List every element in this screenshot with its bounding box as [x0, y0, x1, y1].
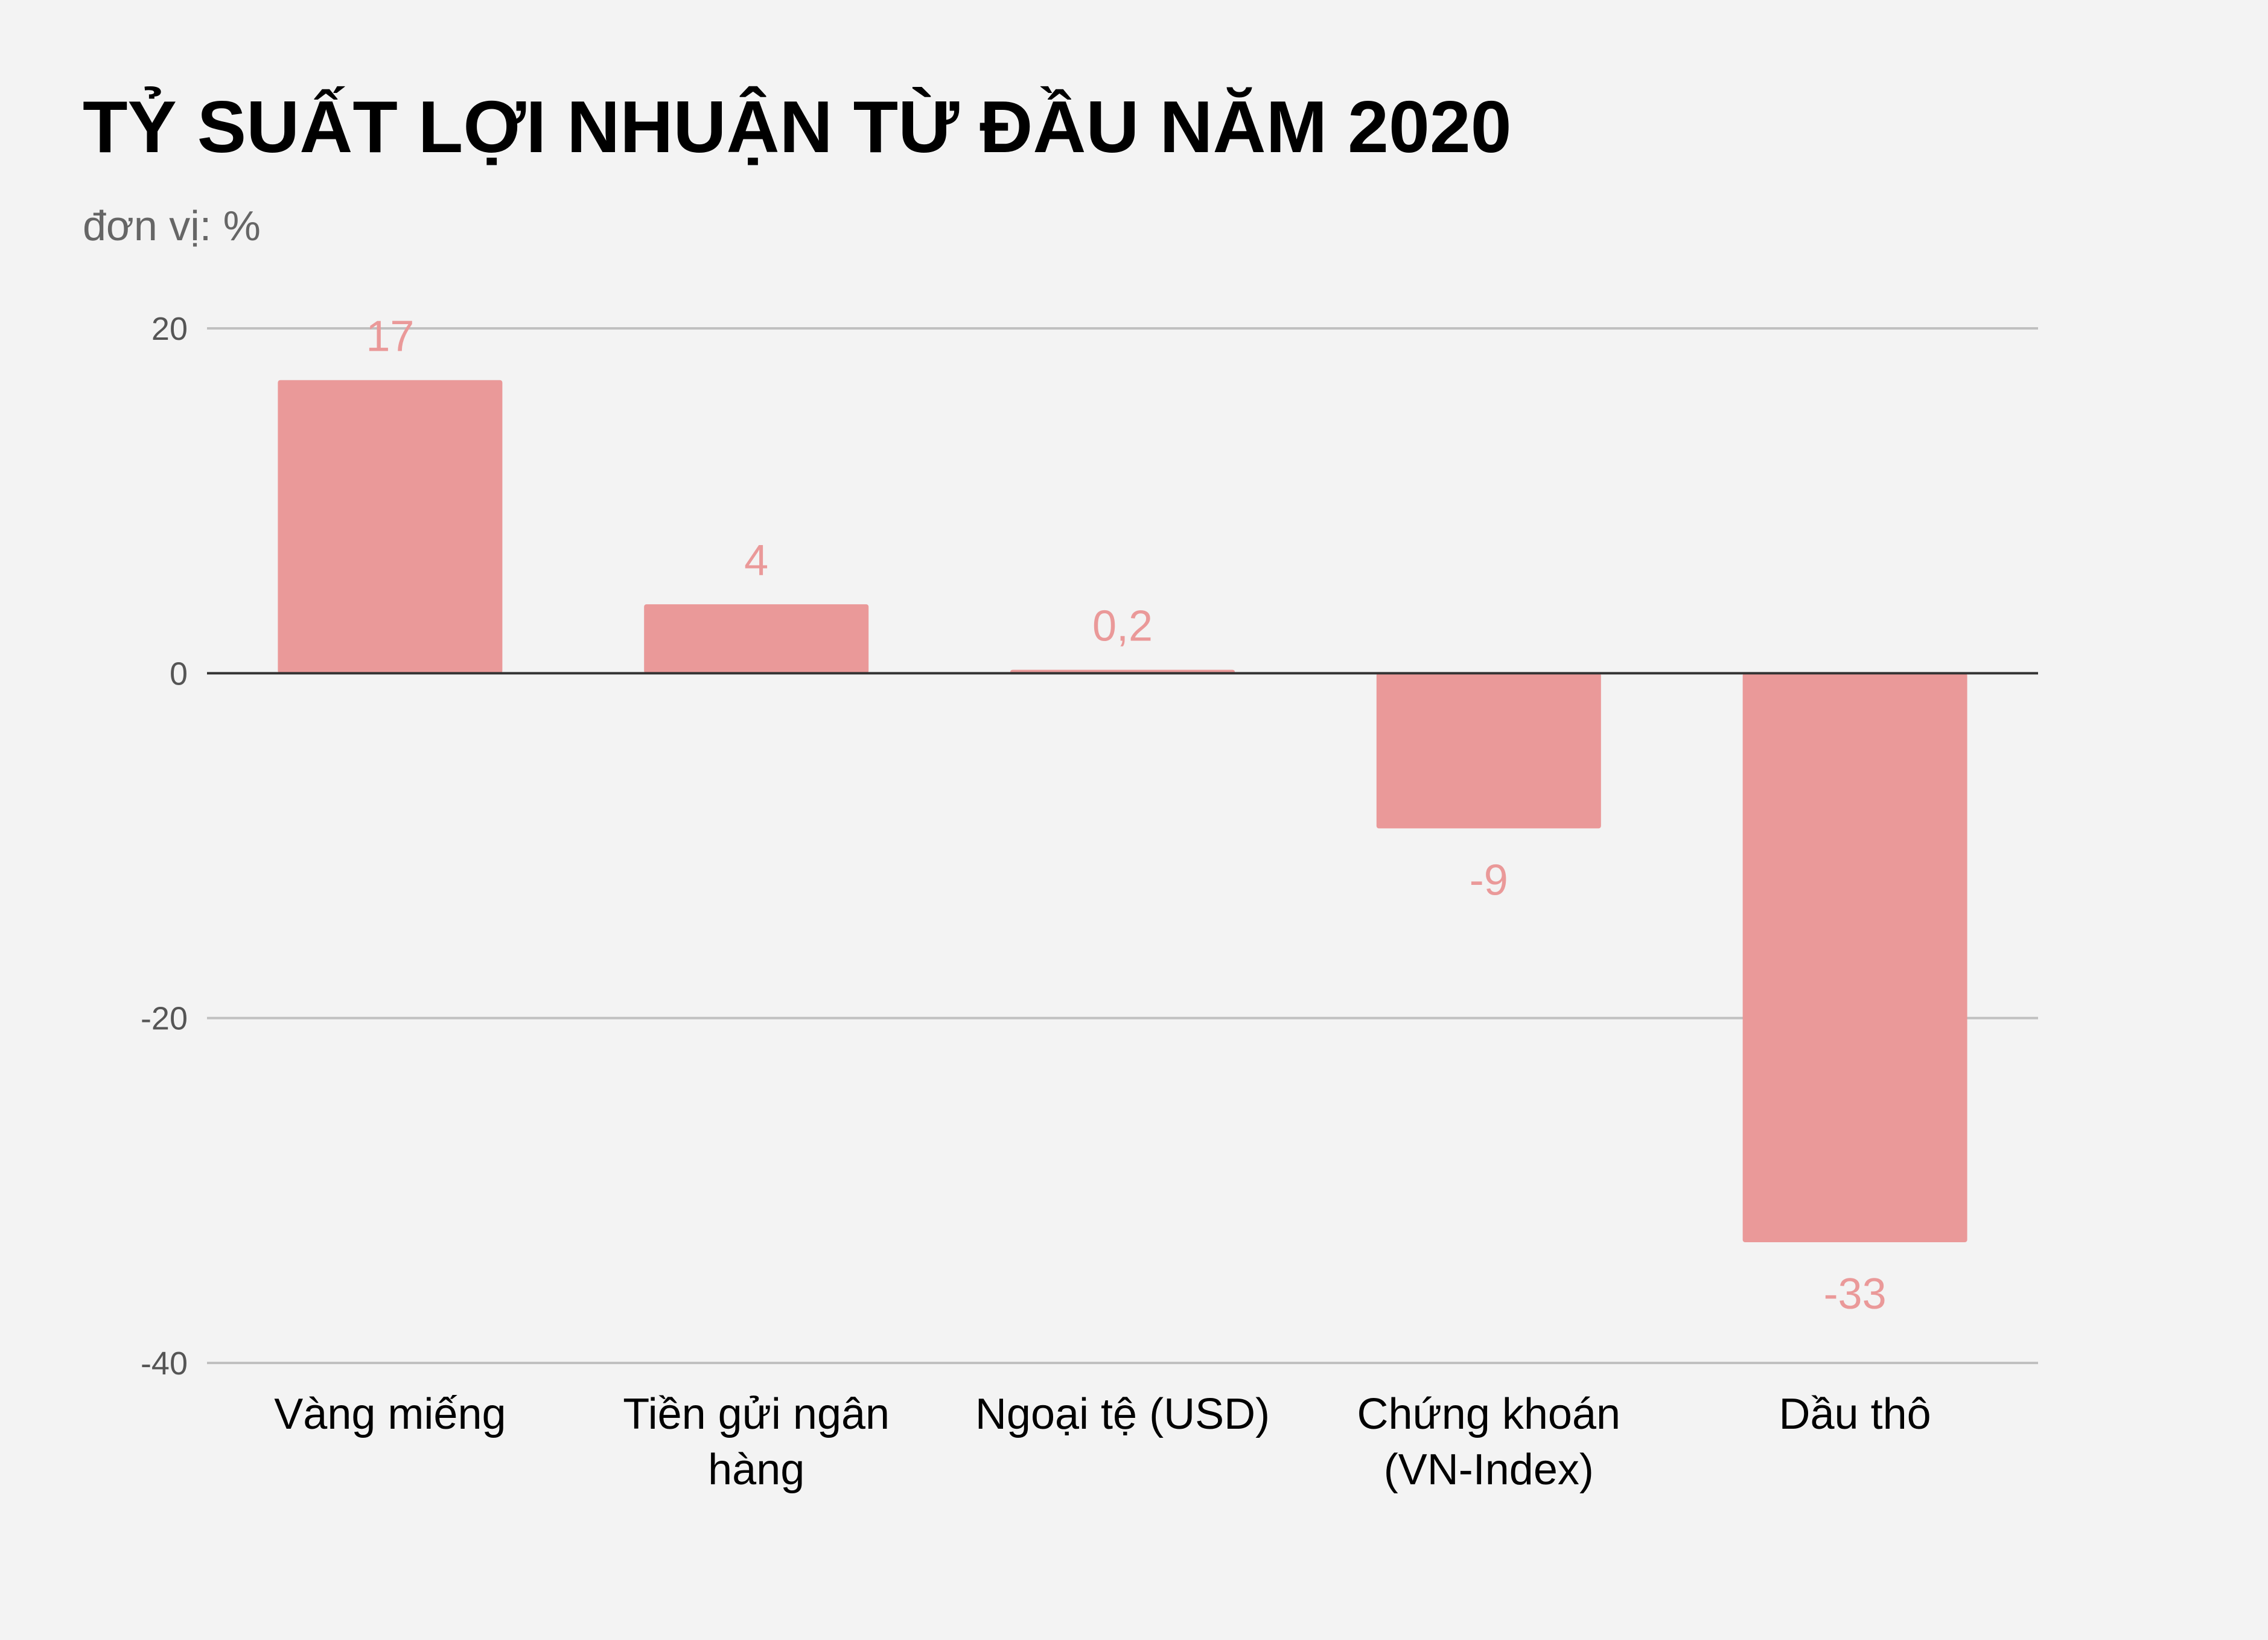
x-category-label: Chứng khoán [1357, 1390, 1621, 1438]
x-category-label: hàng [708, 1446, 804, 1494]
bar [278, 380, 503, 674]
y-tick-label: -20 [141, 1001, 188, 1037]
y-tick-label: 0 [170, 656, 188, 692]
bar [644, 604, 869, 674]
data-label: -33 [1824, 1270, 1887, 1318]
x-category-label: (VN-Index) [1384, 1446, 1594, 1494]
bar [1742, 673, 1967, 1243]
data-label: 0,2 [1092, 602, 1153, 651]
chart-title: TỶ SUẤT LỢI NHUẬN TỪ ĐẦU NĂM 2020 [83, 85, 1512, 168]
y-tick-label: 20 [151, 311, 188, 347]
x-category-label: Vàng miếng [274, 1390, 506, 1438]
data-label: 4 [744, 537, 768, 585]
x-category-label: Dầu thô [1779, 1390, 1931, 1438]
data-label: -9 [1470, 856, 1508, 904]
bar [1376, 673, 1601, 829]
y-tick-label: -40 [141, 1345, 188, 1382]
x-category-label: Ngoại tệ (USD) [975, 1390, 1270, 1438]
x-category-label: Tiền gửi ngân [623, 1390, 890, 1438]
chart-subtitle: đơn vị: % [83, 202, 261, 249]
data-label: 17 [366, 313, 414, 361]
